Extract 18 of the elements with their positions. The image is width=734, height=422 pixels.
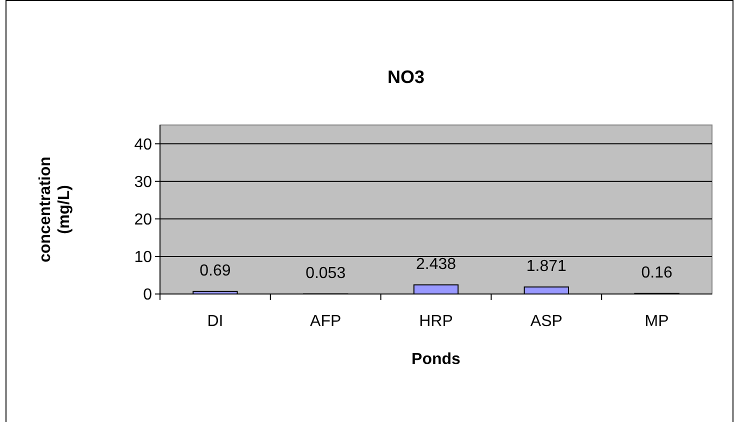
x-axis-title: Ponds bbox=[412, 351, 461, 368]
x-tick-label: AFP bbox=[310, 313, 342, 330]
y-tick-label: 20 bbox=[134, 211, 152, 228]
y-tick-label: 10 bbox=[134, 249, 152, 266]
y-tick-label: 40 bbox=[134, 136, 152, 154]
data-label: 1.871 bbox=[526, 258, 567, 275]
data-label: 0.69 bbox=[200, 262, 231, 280]
data-label: 0.053 bbox=[306, 264, 346, 282]
data-label: 2.438 bbox=[416, 256, 456, 273]
x-tick-label: DI bbox=[207, 313, 224, 330]
y-axis-title: concentration (mg/L) bbox=[37, 156, 74, 262]
chart-title: NO3 bbox=[387, 67, 425, 87]
y-tick-label: 30 bbox=[134, 174, 152, 191]
x-tick-label: HRP bbox=[419, 313, 453, 330]
data-label: 0.16 bbox=[641, 264, 672, 282]
y-tick-label: 0 bbox=[143, 286, 152, 304]
x-tick-label: MP bbox=[644, 313, 669, 330]
x-tick-label: ASP bbox=[530, 313, 562, 330]
